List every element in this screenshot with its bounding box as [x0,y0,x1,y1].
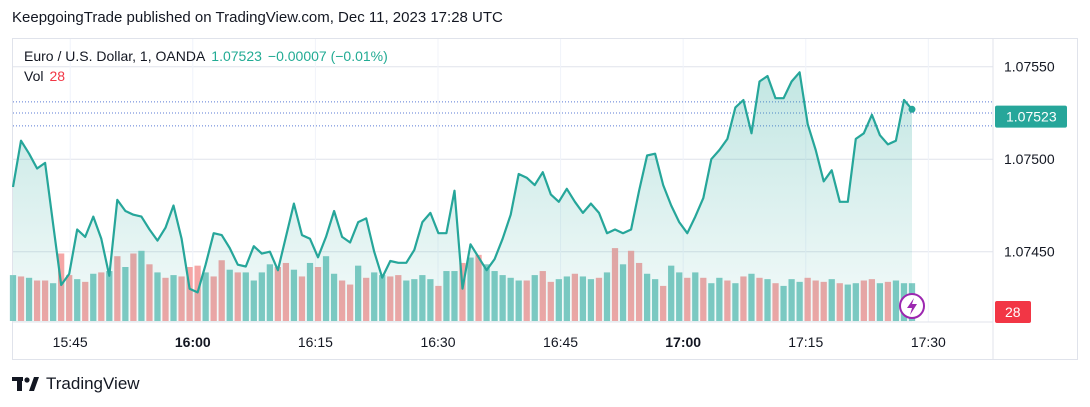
footer-brand[interactable]: TradingView [12,374,140,394]
footer-brand-name: TradingView [46,374,140,393]
publication-header: KeepgoingTrade published on TradingView.… [12,9,503,26]
legend-price-row: Euro / U.S. Dollar, 1, OANDA 1.07523 −0.00… [24,46,388,66]
legend-change: −0.00007 (−0.01%) [267,48,388,64]
volume-badge-text: 28 [1005,304,1021,320]
price-line [11,71,913,294]
x-tick-label: 17:00 [665,334,701,350]
lightning-icon [899,293,925,319]
legend-vol-value: 28 [49,68,66,84]
y-tick-label: 1.07450 [1004,244,1055,260]
chart-frame[interactable] [12,38,1078,360]
tradingview-logo-icon [12,377,39,391]
x-tick-label: 17:30 [911,334,946,350]
volume-badge [995,301,1031,323]
legend-vol-label[interactable]: Vol [24,68,44,84]
legend-volume-row: Vol 28 [24,66,388,86]
x-tick-label: 16:15 [298,334,333,350]
legend-last-price: 1.07523 [211,48,262,64]
x-tick-label: 17:15 [788,334,823,350]
price-area-fill [13,72,912,322]
y-tick-label: 1.07550 [1004,59,1055,75]
chart-legend: Euro / U.S. Dollar, 1, OANDA 1.07523 −0.00… [24,46,388,86]
last-price-badge-text: 1.07523 [1006,109,1057,125]
price-layer [11,71,916,322]
x-tick-label: 16:45 [543,334,578,350]
x-tick-label: 15:45 [53,334,88,350]
x-tick-label: 16:00 [175,334,211,350]
last-price-badge [995,105,1067,128]
x-tick-label: 16:30 [420,334,455,350]
y-tick-label: 1.07500 [1004,151,1055,167]
legend-symbol[interactable]: Euro / U.S. Dollar, 1, OANDA [24,48,206,64]
last-price-dot [908,105,916,113]
axis-layer: 1.07550 1.07500 1.07450 1.07523 28 15:45 16:00… [53,59,1067,350]
